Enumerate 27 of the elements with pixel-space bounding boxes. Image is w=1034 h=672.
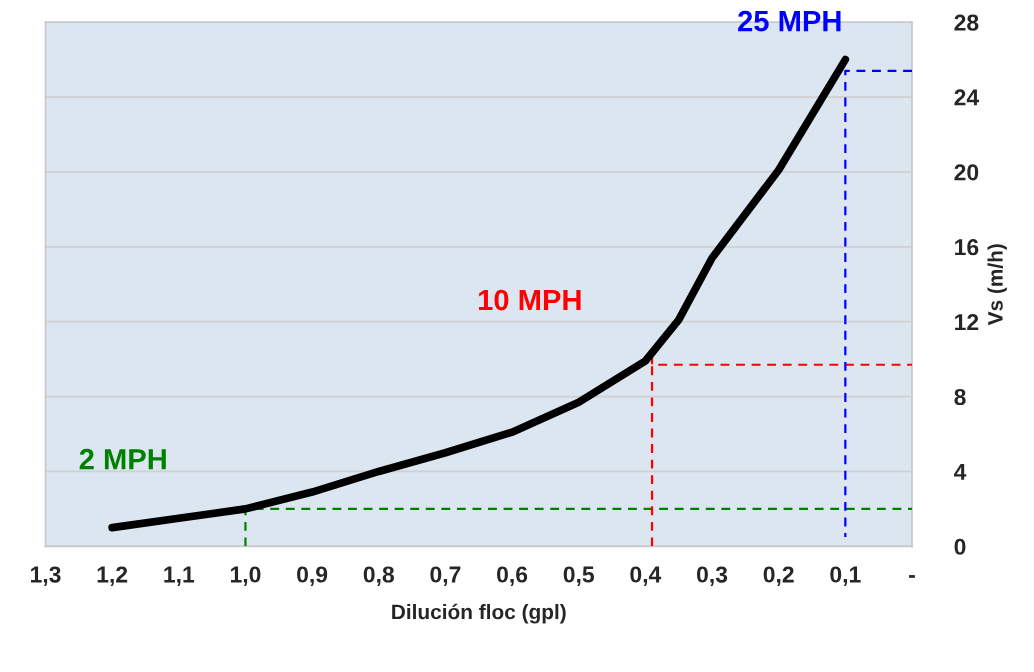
y-tick-label: 12	[955, 314, 979, 330]
x-tick-label: 0,5	[563, 566, 595, 586]
x-tick-label: 1,3	[31, 566, 61, 586]
y-tick-label: 8	[954, 388, 966, 406]
y-tick-label: 4	[954, 463, 967, 480]
y-tick-label: 28	[954, 14, 979, 31]
x-tick-label: 0,3	[697, 566, 728, 586]
text: 2 MPH	[79, 448, 166, 470]
y-axis-title: Vs (m/h)	[987, 244, 1007, 326]
x-tick-label: 1,2	[97, 566, 128, 586]
x-tick-label: 0,9	[297, 566, 328, 586]
y-tick-label: 16	[955, 239, 979, 256]
x-tick-label: 0,1	[830, 566, 861, 586]
y-tick-label: 20	[954, 164, 979, 181]
x-tick-label: 0,4	[630, 566, 662, 586]
x-tick-label: 0,6	[497, 566, 528, 586]
x-tick-label: -	[909, 575, 915, 578]
x-tick-label: 1,1	[164, 566, 195, 586]
y-tick-label: 0	[954, 538, 966, 555]
x-tick-label: 0,2	[763, 566, 794, 586]
x-axis-title: Dilución floc (gpl)	[392, 603, 566, 624]
series-label: 25 MPH	[738, 10, 841, 32]
text: 10 MPH	[478, 289, 581, 311]
x-tick-label: 0,8	[363, 566, 394, 586]
y-tick-label: 24	[954, 89, 980, 106]
x-tick-label: 1,0	[230, 566, 261, 586]
x-tick-label: 0,7	[430, 566, 461, 586]
